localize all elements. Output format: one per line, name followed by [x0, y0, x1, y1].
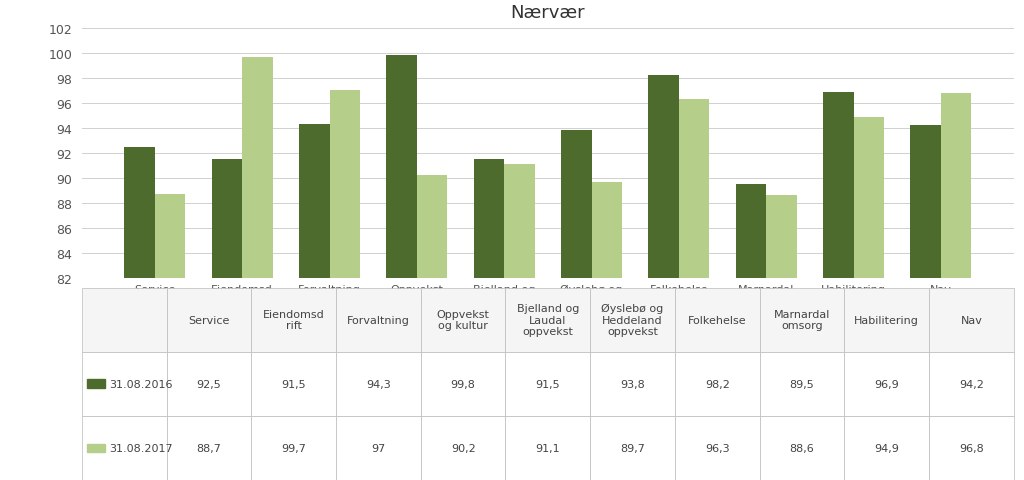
- Bar: [124, 147, 155, 480]
- Bar: [941, 94, 972, 480]
- Bar: [474, 160, 504, 480]
- Title: Nærvær: Nærvær: [511, 4, 585, 22]
- Bar: [386, 56, 417, 480]
- Bar: [910, 126, 941, 480]
- Bar: [766, 196, 797, 480]
- Bar: [592, 182, 622, 480]
- Bar: [648, 76, 679, 480]
- Text: 31.08.2017: 31.08.2017: [110, 443, 173, 453]
- Bar: [155, 195, 185, 480]
- Bar: [561, 131, 592, 480]
- Bar: [504, 165, 535, 480]
- Bar: [417, 176, 447, 480]
- Bar: [854, 118, 884, 480]
- Bar: [823, 93, 854, 480]
- Bar: [679, 100, 710, 480]
- Bar: [735, 185, 766, 480]
- Bar: [299, 125, 330, 480]
- Bar: [212, 160, 242, 480]
- Bar: [330, 91, 360, 480]
- Bar: [242, 58, 272, 480]
- Text: 31.08.2016: 31.08.2016: [110, 379, 173, 389]
